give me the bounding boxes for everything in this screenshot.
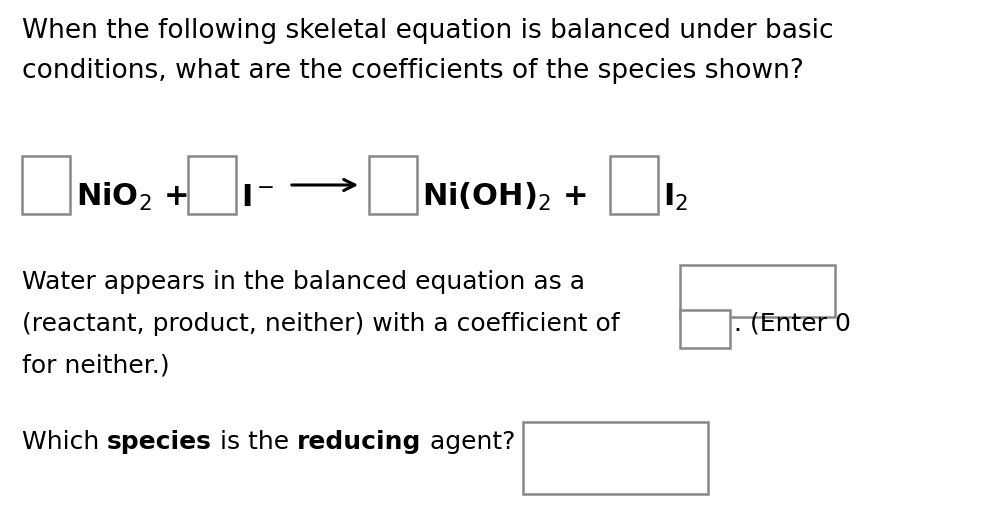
Text: species: species xyxy=(107,430,212,454)
Text: is the: is the xyxy=(212,430,298,454)
Text: I$^-$: I$^-$ xyxy=(241,182,274,211)
Text: reducing: reducing xyxy=(298,430,421,454)
Text: agent?: agent? xyxy=(421,430,515,454)
Text: I$_2$: I$_2$ xyxy=(663,181,688,213)
Text: When the following skeletal equation is balanced under basic: When the following skeletal equation is … xyxy=(22,18,834,44)
Text: Ni(OH)$_2$ +: Ni(OH)$_2$ + xyxy=(422,181,587,213)
Text: Water appears in the balanced equation as a: Water appears in the balanced equation a… xyxy=(22,270,585,294)
Text: Which: Which xyxy=(22,430,107,454)
Text: conditions, what are the coefficients of the species shown?: conditions, what are the coefficients of… xyxy=(22,58,804,84)
Text: for neither.): for neither.) xyxy=(22,354,170,378)
Text: . (Enter 0: . (Enter 0 xyxy=(734,312,850,336)
Text: (reactant, product, neither) with a coefficient of: (reactant, product, neither) with a coef… xyxy=(22,312,620,336)
Text: NiO$_2$ +: NiO$_2$ + xyxy=(76,181,188,213)
